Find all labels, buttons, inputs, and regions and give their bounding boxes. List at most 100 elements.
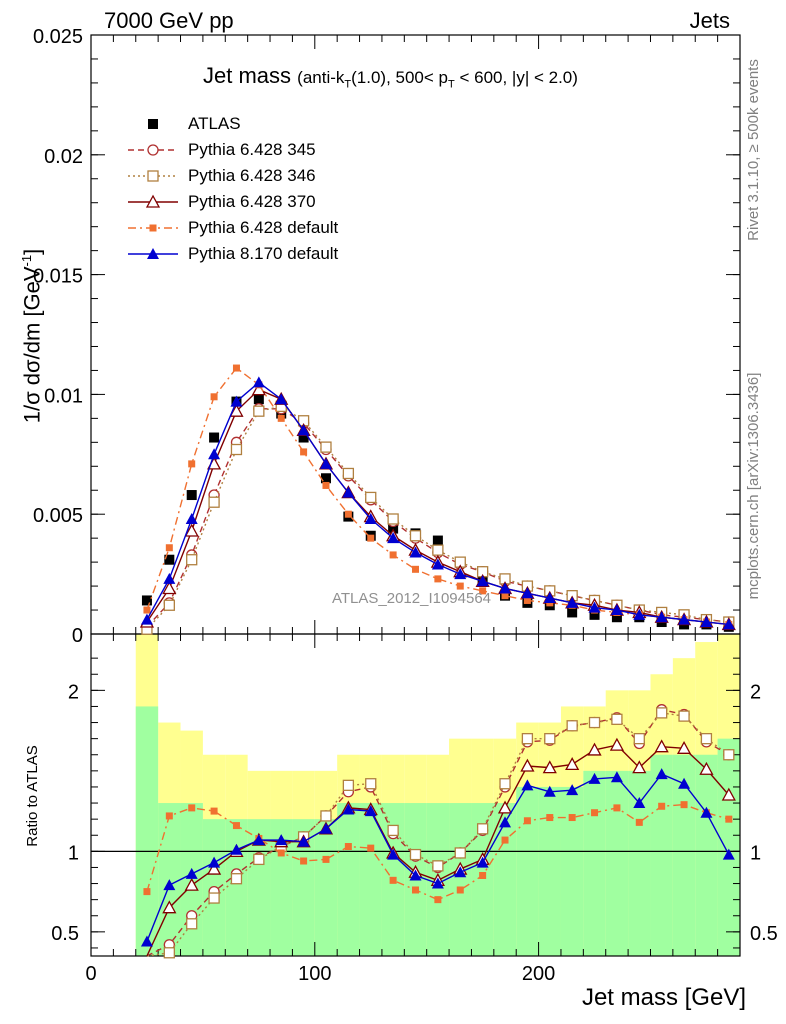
- ratio-band-inner-16: [493, 803, 517, 956]
- main-point-0-3: [209, 432, 220, 443]
- ratio-point-3-8: [322, 855, 330, 863]
- xtick-label-0: 0: [85, 963, 96, 985]
- main-point-5-25: [700, 616, 713, 628]
- main-point-2-1: [163, 599, 175, 611]
- ratio-point-2-26: [721, 787, 736, 801]
- main-ytick-label-2: 0.01: [44, 385, 83, 407]
- main-point-4-16: [501, 592, 509, 600]
- legend-label-0: ATLAS: [188, 114, 241, 133]
- main-point-5-14: [454, 568, 467, 580]
- main-point-5-5: [252, 376, 265, 388]
- legend-marker-1: [147, 144, 159, 156]
- main-point-5-7: [297, 424, 310, 436]
- ratio-point-3-18: [546, 814, 554, 822]
- ratio-point-1-18: [544, 733, 556, 745]
- ratio-point-4-3: [208, 856, 221, 868]
- main-point-5-15: [476, 575, 489, 587]
- ratio-point-1-10: [365, 778, 377, 790]
- ratio-point-1-2: [186, 918, 198, 930]
- ratio-band-inner-8: [314, 819, 338, 956]
- main-point-5-19: [566, 596, 579, 608]
- ratio-point-3-10: [367, 844, 375, 852]
- ratio-axis-label: Ratio to ATLAS: [24, 745, 41, 847]
- ratio-point-3-11: [389, 876, 397, 884]
- ratio-point-3-6: [277, 849, 285, 857]
- ratio-point-1-17: [521, 733, 534, 745]
- analysis-label: ATLAS_2012_I1094564: [332, 590, 492, 607]
- legend-marker-5: [147, 248, 159, 259]
- ratio-point-4-8: [319, 822, 332, 834]
- main-point-5-20: [588, 601, 601, 613]
- plot-title-main: Jet mass: [203, 63, 292, 88]
- main-ytick-label-0: 0: [72, 625, 83, 647]
- main-point-5-21: [610, 604, 623, 616]
- main-point-4-9: [344, 510, 352, 518]
- ratio-series-line-3: [146, 803, 730, 901]
- x-axis-label: Jet mass [GeV]: [581, 984, 746, 1011]
- ratio-point-1-25: [700, 733, 713, 745]
- main-point-0-8: [320, 473, 331, 484]
- ratio-point-2-2: [184, 877, 199, 891]
- main-point-5-11: [387, 532, 400, 544]
- main-point-3-4: [229, 403, 244, 417]
- ratio-point-4-13: [431, 877, 444, 889]
- ratio-point-2-18: [542, 760, 557, 774]
- main-point-0-2: [186, 490, 197, 501]
- main-point-0-19: [567, 607, 578, 618]
- ratio-point-4-10: [364, 805, 377, 817]
- ratio-band-inner-4: [225, 819, 248, 956]
- main-point-0-20: [589, 609, 600, 620]
- ratio-point-4-25: [700, 806, 713, 818]
- ratio-point-1-1: [163, 947, 175, 959]
- main-point-3-2: [184, 523, 199, 537]
- ratio-point-4-2: [185, 867, 198, 879]
- ratio-point-3-13: [434, 896, 442, 904]
- ratio-point-2-3: [206, 861, 222, 875]
- main-point-5-26: [722, 618, 735, 630]
- xtick-label-2: 200: [522, 963, 555, 985]
- legend-marker-4: [149, 224, 157, 232]
- main-point-4-14: [456, 582, 464, 590]
- ratio-ytick-label-0: 0.5: [51, 923, 79, 945]
- main-point-5-8: [319, 457, 332, 469]
- xtick-label-1: 100: [298, 963, 331, 985]
- ratio-point-3-2: [188, 804, 196, 812]
- main-point-5-23: [655, 611, 668, 623]
- ratio-band-inner-19: [560, 786, 584, 956]
- ratio-point-4-21: [610, 771, 623, 783]
- main-point-2-10: [365, 491, 377, 504]
- main-point-5-17: [521, 587, 534, 599]
- ratio-frame: [90, 633, 741, 957]
- ratio-band-inner-0: [135, 706, 159, 956]
- legend-label-2: Pythia 6.428 346: [188, 166, 316, 185]
- ratio-point-4-1: [163, 879, 176, 891]
- main-series-line-5: [146, 381, 729, 626]
- ratio-band-inner-6: [270, 819, 293, 956]
- plot-title-sub: (anti-kT(1.0), 500< pT < 600, |y| < 2.0): [297, 68, 578, 91]
- ratio-ytick-label-2: 2: [68, 681, 79, 703]
- main-point-5-22: [633, 608, 646, 620]
- ratio-point-2-22: [632, 760, 647, 774]
- main-point-5-16: [499, 582, 512, 594]
- main-point-2-5: [253, 405, 265, 417]
- ratio-point-4-14: [454, 866, 467, 878]
- ratio-point-1-3: [208, 892, 220, 904]
- main-point-4-7: [300, 448, 308, 456]
- ratio-point-1-4: [230, 873, 243, 885]
- main-point-4-4: [232, 364, 240, 372]
- main-point-4-2: [188, 460, 196, 468]
- ratio-band-inner-23: [650, 754, 673, 956]
- main-point-4-17: [523, 596, 531, 604]
- ratio-point-1-8: [320, 810, 332, 822]
- ratio-point-3-12: [412, 886, 419, 894]
- main-point-2-3: [208, 496, 220, 508]
- main-point-2-2: [186, 554, 198, 566]
- ratio-point-3-0: [143, 888, 151, 896]
- main-point-4-11: [389, 551, 397, 559]
- ratio-ytick-label-r-1: 1: [750, 842, 761, 864]
- main-point-0-1: [164, 554, 175, 565]
- ratio-ytick-label-r-2: 2: [750, 681, 761, 703]
- ratio-point-2-20: [587, 742, 602, 756]
- ratio-point-3-7: [300, 857, 308, 865]
- ratio-point-3-9: [344, 843, 352, 851]
